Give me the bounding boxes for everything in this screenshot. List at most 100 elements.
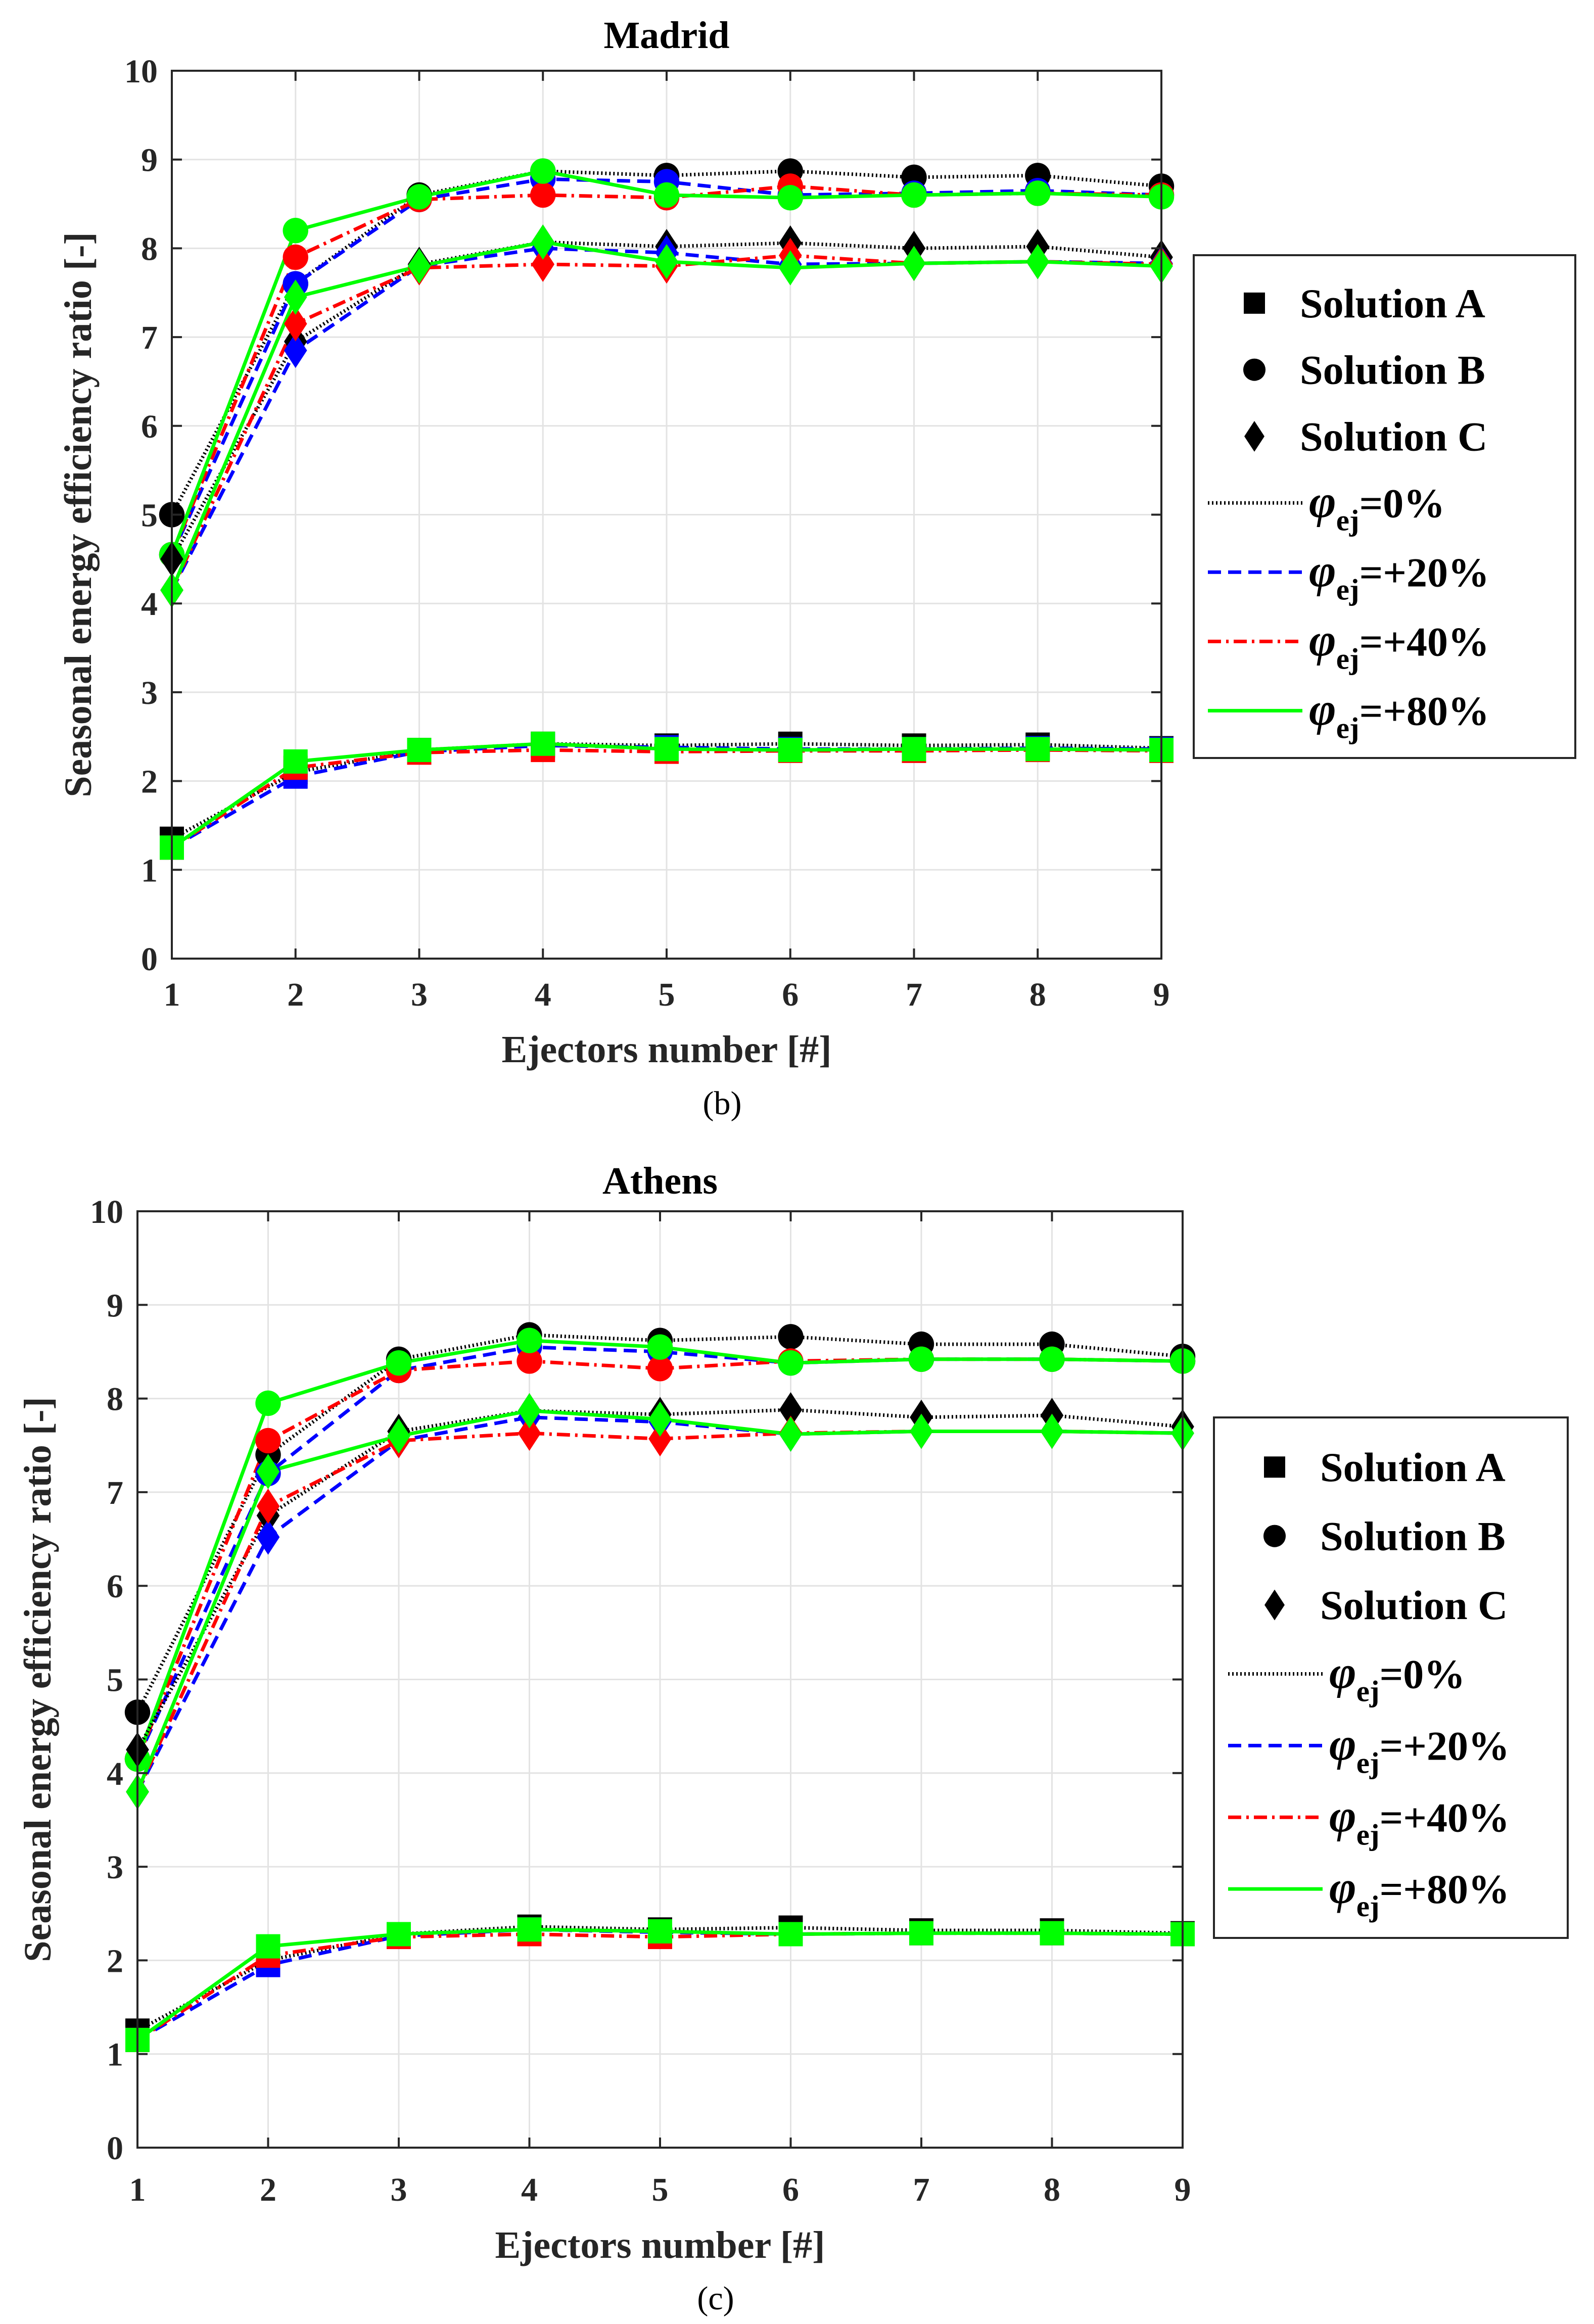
data-point-c [531, 247, 555, 282]
data-point-c [910, 1413, 933, 1449]
data-point-c [1040, 1413, 1064, 1449]
figure-caption: (c) [697, 2280, 734, 2317]
x-tick-label: 6 [782, 2171, 799, 2208]
y-tick-label: 0 [107, 2130, 123, 2167]
data-point-b [530, 158, 556, 184]
y-tick-label: 4 [141, 586, 158, 623]
data-point-b [1025, 180, 1051, 206]
data-point-b [517, 1327, 542, 1353]
legend-phi-symbol: φ [1329, 1646, 1356, 1698]
y-tick-label: 3 [107, 1849, 123, 1886]
y-tick-label: 5 [107, 1662, 123, 1699]
data-point-b [283, 244, 308, 270]
y-tick-label: 9 [107, 1287, 123, 1324]
legend-value: =+80% [1359, 688, 1489, 734]
legend-value: =+20% [1359, 549, 1489, 595]
x-tick-label: 2 [260, 2171, 276, 2208]
legend-box [1213, 1416, 1569, 1939]
data-point-b [777, 185, 803, 211]
data-point-b [283, 218, 308, 244]
y-tick-label: 7 [107, 1475, 123, 1511]
data-point-c [531, 224, 555, 260]
data-point-c [518, 1415, 541, 1451]
data-point-a [1040, 1921, 1064, 1946]
data-point-a [654, 737, 679, 762]
data-point-c [256, 1520, 280, 1555]
legend-label: Solution A [1300, 280, 1485, 326]
data-point-b [778, 1350, 804, 1376]
x-tick-label: 3 [391, 2171, 407, 2208]
y-tick-label: 6 [141, 408, 158, 445]
legend-label: Solution B [1300, 347, 1485, 393]
legend-line-label: φej=+20% [1329, 1718, 1510, 1779]
x-tick-label: 9 [1153, 976, 1170, 1013]
legend-phi-symbol: φ [1309, 476, 1336, 527]
x-tick-label: 2 [287, 976, 304, 1013]
legend-phi-symbol: φ [1309, 683, 1336, 735]
x-tick-label: 8 [1029, 976, 1046, 1013]
legend-line-label: φej=+40% [1329, 1790, 1510, 1851]
legend-subscript: ej [1336, 503, 1359, 537]
legend-label: Solution C [1300, 413, 1487, 459]
data-point-b [517, 1348, 542, 1374]
y-tick-label: 9 [141, 142, 158, 179]
figure-caption: (b) [703, 1085, 742, 1122]
data-point-a [909, 1921, 933, 1946]
legend-subscript: ej [1336, 573, 1359, 606]
data-point-a [902, 737, 926, 762]
legend-phi-symbol: φ [1329, 1718, 1356, 1770]
y-tick-label: 10 [90, 1194, 123, 1230]
legend-phi-symbol: φ [1329, 1790, 1356, 1841]
data-point-a [517, 1917, 542, 1942]
legend-subscript: ej [1356, 1674, 1380, 1708]
legend-marker-b [1243, 358, 1266, 381]
data-point-c [284, 333, 307, 368]
data-point-c [518, 1393, 541, 1429]
data-point-c [1026, 244, 1050, 279]
legend-value: =+40% [1359, 619, 1489, 665]
data-point-c [902, 246, 926, 281]
data-point-c [655, 244, 678, 279]
data-point-b [908, 1346, 934, 1372]
data-point-c [256, 1488, 280, 1524]
data-point-a [283, 749, 308, 774]
data-point-c [256, 1454, 280, 1489]
y-tick-label: 4 [107, 1756, 123, 1792]
data-point-a [256, 1934, 280, 1959]
data-point-a [531, 731, 555, 756]
x-tick-label: 6 [782, 976, 799, 1013]
x-tick-label: 3 [411, 976, 428, 1013]
series-line [135, 1408, 1183, 1751]
y-tick-label: 1 [141, 852, 158, 889]
legend-value: =+80% [1380, 1866, 1510, 1912]
data-point-c [648, 1421, 672, 1457]
series-line [170, 240, 1162, 560]
grid [171, 70, 1162, 960]
legend-phi-symbol: φ [1309, 545, 1336, 596]
x-tick-label: 5 [652, 2171, 669, 2208]
legend-line-label: φej=+80% [1309, 683, 1489, 744]
legend-line-label: φej=0% [1329, 1646, 1465, 1708]
data-point-b [647, 1356, 673, 1382]
data-point-b [386, 1350, 412, 1376]
data-point-b [1039, 1346, 1065, 1372]
y-tick-label: 1 [107, 2036, 123, 2073]
data-point-a [407, 738, 432, 763]
x-tick-label: 4 [521, 2171, 538, 2208]
data-point-b [406, 184, 432, 210]
x-tick-label: 9 [1175, 2171, 1191, 2208]
chart-title: Athens [602, 1160, 718, 1202]
x-tick-label: 1 [129, 2171, 146, 2208]
series-markers [124, 1322, 1196, 2052]
data-point-c [779, 1416, 803, 1452]
legend-marker-a [1244, 292, 1265, 314]
legend-value: =0% [1380, 1651, 1466, 1697]
x-axis-label: Ejectors number [#] [495, 2224, 825, 2266]
legend-label: Solution B [1320, 1513, 1506, 1559]
legend-subscript: ej [1336, 711, 1359, 744]
data-point-b [653, 182, 680, 208]
y-axis-label: Seasonal energy efficiency ratio [-] [17, 1397, 59, 1962]
y-axis-label: Seasonal energy efficiency ratio [-] [57, 232, 100, 797]
